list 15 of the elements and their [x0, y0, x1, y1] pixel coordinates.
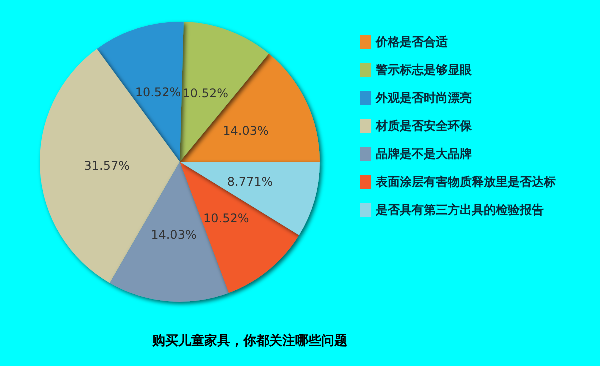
- data-label: 8.771%: [227, 174, 274, 189]
- data-label: 31.57%: [84, 159, 130, 174]
- data-label: 10.52%: [182, 86, 228, 101]
- text: 购买儿童家具，你都关注哪些问题: [152, 333, 348, 349]
- legend-label: 材质是否安全环保: [375, 119, 473, 133]
- legend-label: 是否具有第三方出具的检验报告: [375, 203, 544, 217]
- legend-label: 警示标志是够显眼: [375, 63, 473, 77]
- data-label: 10.52%: [204, 211, 250, 226]
- legend-label: 价格是否合适: [375, 35, 449, 49]
- legend-label: 表面涂层有害物质释放里是否达标: [375, 175, 556, 189]
- data-label: 14.03%: [223, 124, 269, 138]
- legend-label: 品牌是不是大品牌: [376, 147, 472, 161]
- data-label: 10.52%: [135, 85, 182, 100]
- legend-label: 外观是否时尚漂亮: [375, 91, 472, 105]
- data-label: 14.03%: [151, 228, 197, 242]
